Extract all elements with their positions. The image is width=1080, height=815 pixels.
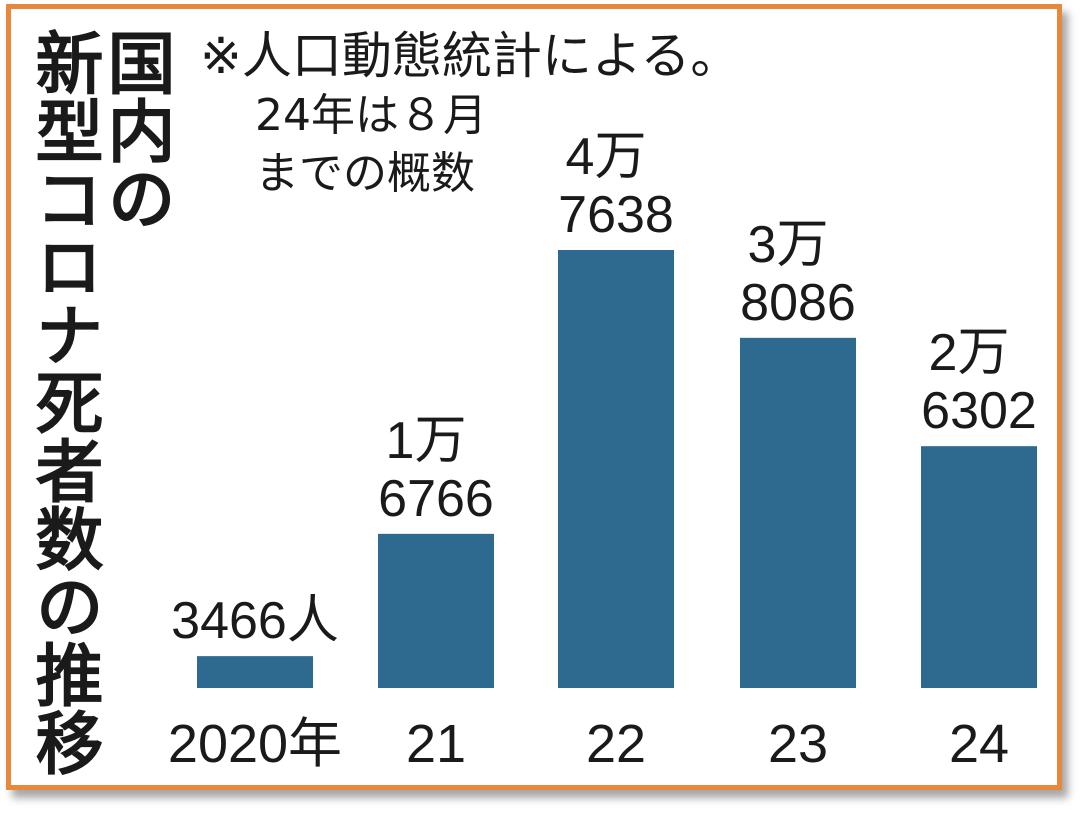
bar-0 bbox=[197, 656, 313, 688]
x-tick-label-3: 23 bbox=[768, 714, 828, 774]
x-tick-label-1: 21 bbox=[406, 714, 466, 774]
source-note-line3: までの概数 bbox=[255, 148, 475, 199]
x-tick-label-0: 2020年 bbox=[168, 714, 342, 774]
data-label-2-line1: 7638 bbox=[558, 186, 674, 244]
source-note-line1: ※人口動態統計による。 bbox=[200, 27, 741, 85]
data-label-1-line0: 1万 bbox=[386, 412, 467, 470]
source-note-line2: 24年は８月 bbox=[255, 90, 487, 141]
data-label-2-line0: 4万 bbox=[566, 128, 647, 186]
data-label-1-line1: 6766 bbox=[378, 470, 494, 528]
bar-4 bbox=[921, 446, 1037, 688]
data-label-4-line0: 2万 bbox=[929, 324, 1010, 382]
bar-3 bbox=[740, 337, 856, 688]
data-label-4-line1: 6302 bbox=[921, 382, 1037, 440]
chart-frame bbox=[6, 4, 1062, 790]
x-tick-label-4: 24 bbox=[949, 714, 1009, 774]
data-label-3-line0: 3万 bbox=[748, 216, 829, 274]
bar-2 bbox=[558, 250, 674, 688]
chart-title-line1: 国内の bbox=[95, 28, 174, 232]
data-label-3-line1: 8086 bbox=[740, 274, 856, 332]
x-tick-label-2: 22 bbox=[586, 714, 646, 774]
chart-title-line2: 新型コロナ死者数の推移 bbox=[23, 28, 102, 776]
data-label-0-line0: 3466人 bbox=[171, 592, 339, 650]
bar-1 bbox=[378, 533, 494, 688]
